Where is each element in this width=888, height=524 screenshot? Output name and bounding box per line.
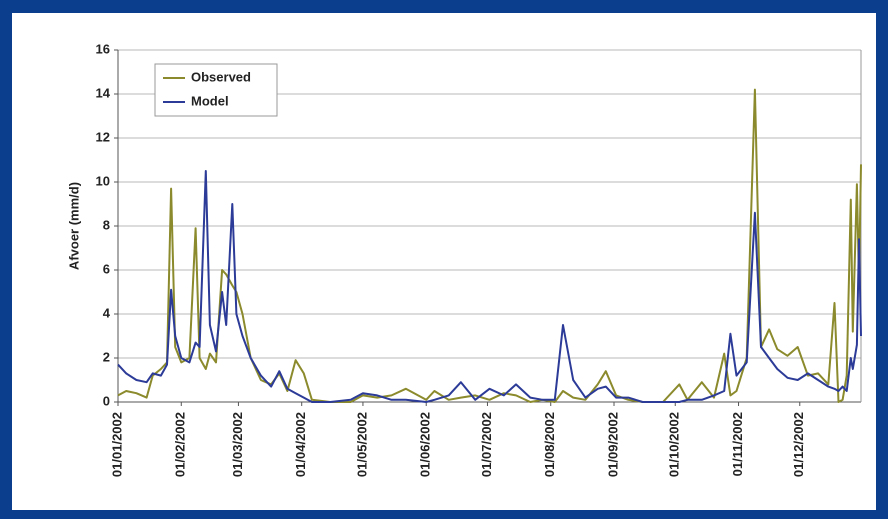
x-tick-label: 01/07/2002 xyxy=(479,412,494,477)
panel xyxy=(12,13,876,510)
legend-box xyxy=(154,63,278,117)
y-tick-label: 10 xyxy=(96,173,110,188)
legend-label: Observed xyxy=(191,69,251,84)
x-tick-label: 01/10/2002 xyxy=(667,412,682,477)
x-tick-label: 01/11/2002 xyxy=(730,412,745,476)
y-tick-label: 6 xyxy=(103,261,110,276)
series-line xyxy=(117,88,862,403)
series-line xyxy=(117,170,862,403)
x-tick-label: 01/04/2002 xyxy=(293,412,308,477)
x-tick-label: 01/09/2002 xyxy=(605,412,620,477)
x-tick-label: 01/02/2002 xyxy=(173,412,188,477)
x-tick-label: 01/05/2002 xyxy=(354,412,369,477)
x-tick-label: 01/08/2002 xyxy=(542,412,557,477)
y-axis-label: Afvoer (mm/d) xyxy=(66,182,81,270)
y-tick-label: 4 xyxy=(103,305,111,320)
x-tick-label: 01/12/2002 xyxy=(791,412,806,477)
legend-label: Model xyxy=(191,93,229,108)
y-tick-label: 2 xyxy=(103,349,110,364)
x-tick-label: 01/03/2002 xyxy=(230,412,245,477)
y-tick-label: 8 xyxy=(103,217,110,232)
y-tick-label: 12 xyxy=(96,129,110,144)
y-tick-label: 14 xyxy=(96,85,111,100)
x-tick-label: 01/06/2002 xyxy=(418,412,433,477)
y-tick-label: 0 xyxy=(103,393,110,408)
y-tick-label: 16 xyxy=(96,41,110,56)
x-tick-label: 01/01/2002 xyxy=(109,412,124,477)
